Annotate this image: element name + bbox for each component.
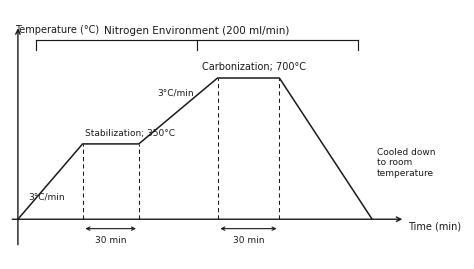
Text: Stabilization; 350°C: Stabilization; 350°C xyxy=(85,129,175,138)
Text: 3°C/min: 3°C/min xyxy=(28,192,64,201)
Text: Cooled down
to room
temperature: Cooled down to room temperature xyxy=(377,148,435,178)
Text: Temperature (°C): Temperature (°C) xyxy=(15,26,99,36)
Text: Carbonization; 700°C: Carbonization; 700°C xyxy=(202,62,306,72)
Text: 30 min: 30 min xyxy=(95,236,127,245)
Text: Nitrogen Environment (200 ml/min): Nitrogen Environment (200 ml/min) xyxy=(104,26,290,36)
Text: Time (min): Time (min) xyxy=(408,221,461,231)
Text: 30 min: 30 min xyxy=(233,236,264,245)
Text: 3°C/min: 3°C/min xyxy=(157,89,194,98)
